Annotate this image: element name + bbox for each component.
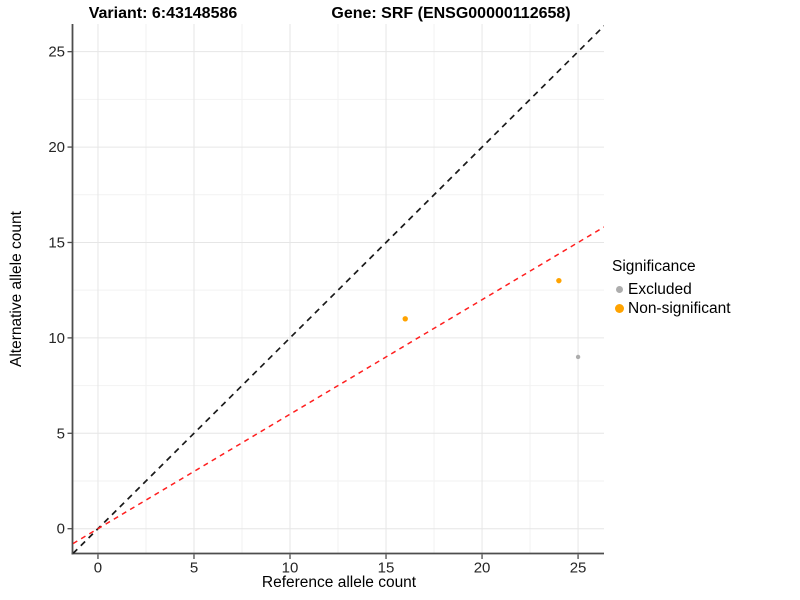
legend-item-label: Non-significant — [628, 299, 731, 317]
x-tick-label-10: 10 — [282, 560, 299, 577]
x-axis-label: Reference allele count — [261, 574, 417, 591]
x-tick-label-25: 25 — [570, 560, 587, 577]
y-tick-label-5: 5 — [57, 425, 65, 442]
legend-item-non-significant: Non-significant — [610, 299, 731, 318]
x-tick-label-15: 15 — [378, 560, 395, 577]
y-tick-label-0: 0 — [57, 521, 65, 538]
y-axis-label: Alternative allele count — [8, 211, 25, 367]
legend-item-label: Excluded — [628, 280, 692, 298]
x-tick-label-20: 20 — [474, 560, 491, 577]
y-tick-label-10: 10 — [48, 330, 65, 347]
legend-title: Significance — [612, 258, 696, 275]
variant-title: Variant: 6:43148586 — [88, 5, 238, 22]
allele-ratio-line — [73, 226, 604, 545]
gene-title: Gene: SRF (ENSG00000112658) — [331, 5, 571, 22]
x-tick-label-5: 5 — [190, 560, 198, 577]
legend-item-excluded: Excluded — [610, 280, 731, 299]
data-point-non-significant — [402, 316, 408, 322]
y-tick-label-25: 25 — [48, 44, 65, 61]
excluded-point-icon — [615, 286, 623, 293]
data-point-excluded — [575, 354, 581, 360]
non-significant-point-icon — [614, 304, 624, 313]
legend: Significance Excluded Non-significant — [610, 258, 731, 318]
data-point-non-significant — [556, 277, 562, 284]
identity-line — [73, 25, 604, 554]
x-tick-label-0: 0 — [94, 560, 102, 577]
y-tick-label-15: 15 — [48, 234, 65, 251]
y-tick-label-20: 20 — [48, 139, 65, 156]
